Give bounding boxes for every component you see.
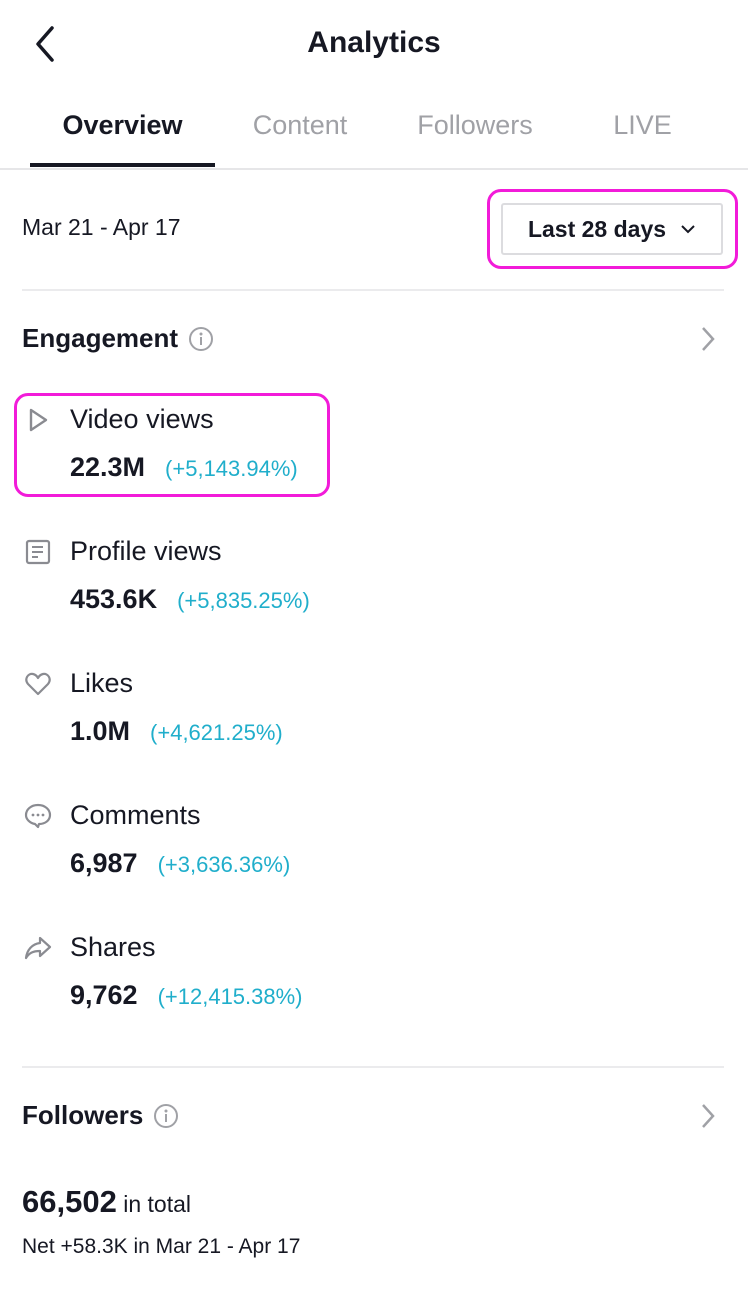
metric-label: Profile views bbox=[70, 536, 222, 566]
period-selected: Last 28 days bbox=[527, 215, 667, 242]
metric-value: 22.3M bbox=[70, 452, 146, 482]
share-icon bbox=[24, 936, 52, 960]
metric-profile-views: Profile views 453.6K (+5,835.25%) bbox=[0, 532, 748, 664]
play-icon bbox=[29, 408, 48, 432]
tab-content[interactable]: Content bbox=[252, 110, 348, 140]
tab-followers[interactable]: Followers bbox=[417, 110, 533, 140]
tab-overview[interactable]: Overview bbox=[62, 110, 183, 140]
metric-change: (+5,143.94%) bbox=[165, 456, 298, 481]
metric-shares: Shares 9,762 (+12,415.38%) bbox=[0, 928, 748, 1060]
divider bbox=[22, 1066, 724, 1068]
followers-header[interactable]: Followers bbox=[22, 1100, 179, 1131]
info-icon[interactable] bbox=[188, 326, 214, 352]
metric-label: Video views bbox=[70, 404, 214, 434]
metric-likes: Likes 1.0M (+4,621.25%) bbox=[0, 664, 748, 796]
chevron-right-icon[interactable] bbox=[698, 324, 718, 354]
info-icon[interactable] bbox=[153, 1103, 179, 1129]
metric-change: (+4,621.25%) bbox=[150, 720, 283, 745]
followers-total: 66,502 in total bbox=[22, 1184, 191, 1220]
chevron-right-icon[interactable] bbox=[698, 1101, 718, 1131]
metric-value: 1.0M bbox=[70, 716, 131, 746]
metric-comments: Comments 6,987 (+3,636.36%) bbox=[0, 796, 748, 928]
comment-icon bbox=[24, 803, 52, 829]
metric-video-views: Video views 22.3M (+5,143.94%) bbox=[0, 400, 748, 532]
highlight-box bbox=[14, 393, 330, 497]
metric-label: Shares bbox=[70, 932, 156, 962]
active-tab-indicator bbox=[30, 163, 215, 167]
followers-net: Net +58.3K in Mar 21 - Apr 17 bbox=[22, 1235, 301, 1258]
profile-doc-icon bbox=[25, 539, 51, 565]
back-icon[interactable] bbox=[30, 24, 60, 64]
followers-total-value: 66,502 bbox=[22, 1184, 117, 1219]
metric-value: 6,987 bbox=[70, 848, 138, 878]
metric-change: (+12,415.38%) bbox=[157, 984, 303, 1009]
metric-label: Comments bbox=[70, 800, 201, 830]
metric-label: Likes bbox=[70, 668, 134, 698]
followers-total-suffix: in total bbox=[123, 1191, 191, 1217]
divider bbox=[0, 168, 748, 170]
period-dropdown[interactable]: Last 28 days bbox=[501, 203, 723, 255]
divider bbox=[22, 289, 724, 291]
engagement-title: Engagement bbox=[22, 323, 179, 353]
followers-title: Followers bbox=[22, 1100, 144, 1130]
metric-value: 453.6K bbox=[70, 584, 158, 614]
highlight-box bbox=[487, 189, 738, 269]
engagement-metrics: Video views 22.3M (+5,143.94%) Profile vi… bbox=[0, 400, 748, 1060]
metric-value: 9,762 bbox=[70, 980, 138, 1010]
date-range: Mar 21 - Apr 17 bbox=[22, 214, 181, 240]
page-title: Analytics bbox=[307, 26, 441, 59]
chevron-down-icon bbox=[681, 225, 695, 234]
metric-change: (+5,835.25%) bbox=[177, 588, 310, 613]
engagement-header[interactable]: Engagement bbox=[22, 323, 214, 354]
metric-change: (+3,636.36%) bbox=[157, 852, 291, 877]
tab-live[interactable]: LIVE bbox=[613, 110, 672, 140]
heart-icon bbox=[25, 672, 51, 696]
